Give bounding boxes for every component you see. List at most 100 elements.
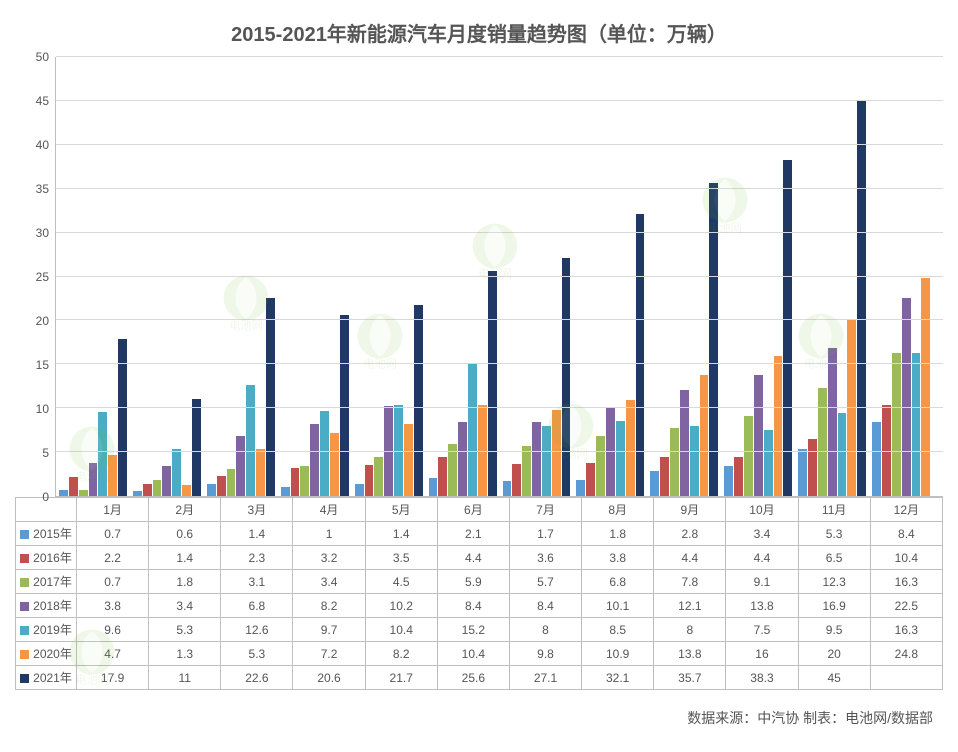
grid-line <box>56 451 943 452</box>
legend-cell: 2019年 <box>16 618 77 642</box>
bar <box>246 385 255 496</box>
table-cell: 13.8 <box>654 642 726 666</box>
table-cell: 16.3 <box>870 570 942 594</box>
bar <box>291 468 300 496</box>
table-cell: 7.8 <box>654 570 726 594</box>
bar <box>414 305 423 496</box>
table-cell: 2.1 <box>437 522 509 546</box>
legend-swatch <box>20 674 29 683</box>
table-cell: 8 <box>509 618 581 642</box>
grid-line <box>56 363 943 364</box>
table-cell: 8 <box>654 618 726 642</box>
bar <box>300 466 309 496</box>
table-cell: 21.7 <box>365 666 437 690</box>
table-cell: 17.9 <box>77 666 149 690</box>
bar <box>892 353 901 496</box>
legend-cell: 2017年 <box>16 570 77 594</box>
y-tick: 30 <box>36 226 49 240</box>
table-cell: 4.5 <box>365 570 437 594</box>
bar <box>172 449 181 496</box>
bar <box>162 466 171 496</box>
table-cell: 10.2 <box>365 594 437 618</box>
bar-group <box>204 57 278 496</box>
table-cell: 1.7 <box>509 522 581 546</box>
bar <box>330 433 339 496</box>
table-col-header: 5月 <box>365 498 437 522</box>
table-cell: 24.8 <box>870 642 942 666</box>
bar <box>89 463 98 496</box>
y-tick: 25 <box>36 270 49 284</box>
y-tick: 0 <box>42 490 49 504</box>
bar <box>670 428 679 496</box>
bar <box>503 481 512 496</box>
bar <box>266 298 275 496</box>
table-cell <box>870 666 942 690</box>
table-cell: 10.1 <box>582 594 654 618</box>
table-cell: 12.1 <box>654 594 726 618</box>
bar-groups <box>56 57 943 496</box>
bar <box>59 490 68 496</box>
bar <box>79 490 88 496</box>
table-cell: 10.9 <box>582 642 654 666</box>
bar <box>902 298 911 496</box>
chart-container: 2015-2021年新能源汽车月度销量趋势图（单位：万辆） 0510152025… <box>0 0 958 752</box>
bar <box>236 436 245 496</box>
table-cell: 5.7 <box>509 570 581 594</box>
table-cell: 6.8 <box>582 570 654 594</box>
table-cell: 3.4 <box>149 594 221 618</box>
bar <box>724 466 733 496</box>
bar <box>192 399 201 496</box>
table-cell: 3.8 <box>582 546 654 570</box>
bar <box>650 471 659 496</box>
legend-label: 2015年 <box>33 527 72 541</box>
bar <box>709 183 718 496</box>
bar <box>690 426 699 496</box>
legend-label: 2017年 <box>33 575 72 589</box>
table-cell: 7.2 <box>293 642 365 666</box>
chart-title: 2015-2021年新能源汽车月度销量趋势图（单位：万辆） <box>15 18 943 47</box>
bar <box>217 476 226 496</box>
table-cell: 16.3 <box>870 618 942 642</box>
y-tick: 50 <box>36 50 49 64</box>
legend-cell: 2021年 <box>16 666 77 690</box>
bar <box>355 484 364 496</box>
table-col-header: 11月 <box>798 498 870 522</box>
bar <box>404 424 413 496</box>
bar-group <box>352 57 426 496</box>
bar <box>798 449 807 496</box>
table-cell: 5.3 <box>221 642 293 666</box>
plot-wrap: 05101520253035404550 <box>15 57 943 497</box>
table-cell: 9.6 <box>77 618 149 642</box>
table-cell: 6.5 <box>798 546 870 570</box>
table-cell: 38.3 <box>726 666 798 690</box>
bar <box>69 477 78 496</box>
y-axis: 05101520253035404550 <box>15 57 55 497</box>
table-cell: 20 <box>798 642 870 666</box>
table-cell: 9.1 <box>726 570 798 594</box>
table-cell: 11 <box>149 666 221 690</box>
bar <box>636 214 645 496</box>
legend-label: 2016年 <box>33 551 72 565</box>
table-col-header: 7月 <box>509 498 581 522</box>
table-cell: 32.1 <box>582 666 654 690</box>
bar <box>458 422 467 496</box>
bar <box>764 430 773 496</box>
table-cell: 7.5 <box>726 618 798 642</box>
bar-group <box>573 57 647 496</box>
bar <box>744 416 753 496</box>
table-cell: 10.4 <box>365 618 437 642</box>
bar <box>488 271 497 496</box>
grid-line <box>56 276 943 277</box>
table-cell: 0.6 <box>149 522 221 546</box>
table-cell: 2.2 <box>77 546 149 570</box>
bar-group <box>721 57 795 496</box>
bar-group <box>795 57 869 496</box>
legend-label: 2021年 <box>33 671 72 685</box>
legend-swatch <box>20 626 29 635</box>
table-cell: 45 <box>798 666 870 690</box>
bar-group <box>426 57 500 496</box>
table-cell: 4.4 <box>437 546 509 570</box>
bar <box>281 487 290 496</box>
bar <box>626 400 635 496</box>
table-col-header: 8月 <box>582 498 654 522</box>
